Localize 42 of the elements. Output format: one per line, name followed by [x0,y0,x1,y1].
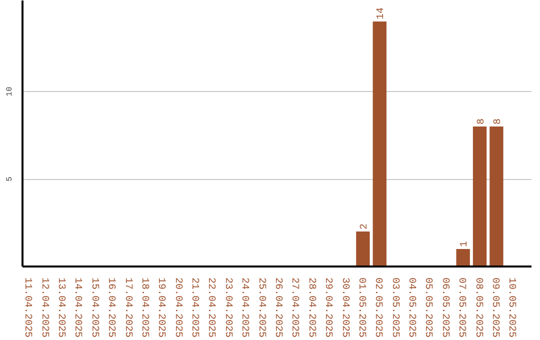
data-label: 1 [460,240,471,247]
x-tick-label: 15.04.2025 [88,278,100,338]
data-label: 14 [376,7,388,20]
x-tick-label: 10.05.2025 [506,278,517,338]
bar [456,249,470,266]
y-tick-label: 10 [6,86,14,96]
x-tick-label: 17.04.2025 [122,278,133,338]
x-tick-label: 04.05.2025 [406,278,417,338]
bar [372,22,386,266]
x-tick-label: 21.04.2025 [188,278,200,338]
data-label: 2 [359,223,370,230]
bar [472,126,487,266]
bar [356,232,370,266]
x-tick-label: 11.04.2025 [22,278,33,338]
x-tick-label: 03.05.2025 [388,278,400,338]
x-tick-label: 07.05.2025 [456,278,467,338]
x-tick-label: 22.04.2025 [205,278,216,338]
x-tick-label: 20.04.2025 [172,278,183,338]
data-label: 8 [476,118,488,124]
x-tick-label: 14.04.2025 [72,278,83,338]
data-label: 8 [492,118,504,124]
x-tick-label: 02.05.2025 [372,278,384,338]
y-tick-label: 5 [6,176,14,182]
x-tick-label: 06.05.2025 [438,278,450,338]
x-tick-label: 30.04.2025 [338,278,350,338]
x-tick-label: 13.04.2025 [55,278,66,338]
x-tick-label: 12.04.2025 [38,278,50,338]
x-tick-label: 23.04.2025 [222,278,233,338]
bar [490,126,504,266]
x-tick-label: 25.04.2025 [255,278,266,338]
x-tick-label: 01.05.2025 [355,278,366,338]
x-tick-label: 26.04.2025 [272,278,284,338]
x-tick-label: 29.04.2025 [322,278,334,338]
x-tick-label: 19.04.2025 [155,278,166,338]
x-tick-label: 08.05.2025 [472,278,484,338]
x-tick-label: 28.04.2025 [305,278,316,338]
x-tick-label: 27.04.2025 [288,278,300,338]
x-tick-label: 05.05.2025 [422,278,434,338]
x-tick-label: 24.04.2025 [238,278,250,338]
x-tick-label: 18.04.2025 [138,278,150,338]
x-tick-label: 09.05.2025 [488,278,500,338]
x-tick-label: 16.04.2025 [105,278,116,338]
